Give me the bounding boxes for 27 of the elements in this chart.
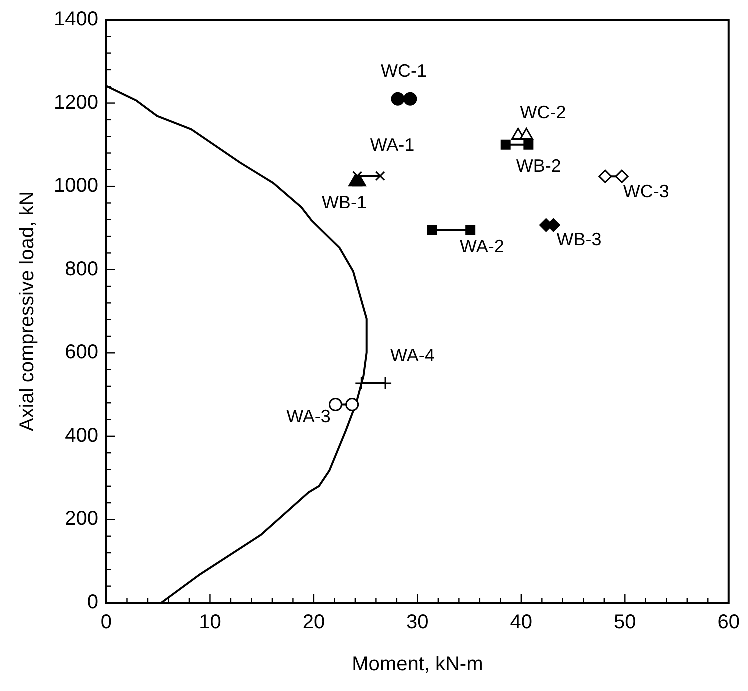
annotation: WC-3 [623,182,670,202]
y-axis-title: Axial compressive load, kN [16,191,39,432]
annotation: WA-3 [286,406,331,427]
y-tick-label: 1200 [54,92,98,114]
annotation: WB-3 [556,229,602,250]
x-tick-label: 60 [718,612,740,634]
x-axis-title: Moment, kN-m [352,654,484,676]
annotation: WB-1 [322,192,367,212]
y-tick-label: 0 [87,592,98,614]
x-tick-label: 50 [614,612,636,634]
x-tick-label: 20 [302,612,326,634]
x-tick-label: 40 [510,612,533,634]
y-tick-label: 1000 [54,175,98,198]
annotation: WC-2 [520,102,566,123]
y-tick-label: 600 [65,342,98,364]
x-tick-label: 30 [406,612,429,634]
x-tick-label: 10 [199,612,222,634]
annotation: WA-2 [460,236,504,256]
annotation: WB-2 [516,156,562,176]
annotation: WA-4 [390,346,435,366]
annotation: WA-1 [370,135,415,156]
y-tick-label: 800 [65,258,98,280]
y-tick-label: 400 [65,424,98,447]
y-tick-label: 1400 [54,8,98,31]
annotation: WC-1 [380,61,427,82]
y-tick-label: 200 [65,508,98,530]
x-tick-label: 0 [100,612,112,634]
